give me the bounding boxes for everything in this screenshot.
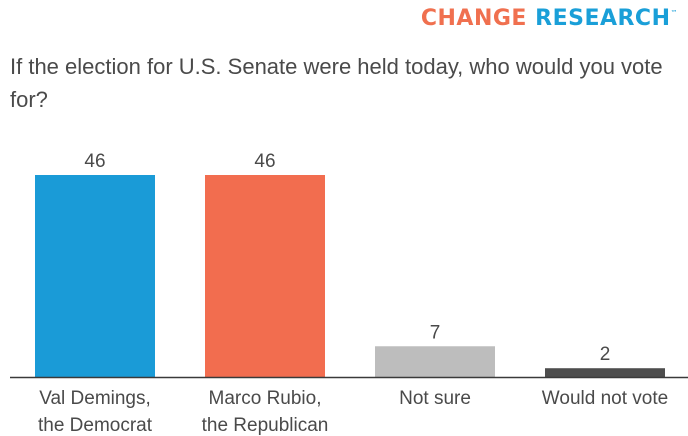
bar-2 xyxy=(375,346,495,377)
category-label-1-1: the Republican xyxy=(202,415,329,436)
bar-value-label-2: 7 xyxy=(430,322,441,343)
bar-1 xyxy=(205,175,325,377)
brand-word-change: CHANGE xyxy=(420,6,527,31)
bar-value-label-1: 46 xyxy=(254,151,275,172)
bar-value-label-0: 46 xyxy=(84,151,105,172)
category-label-0-1: the Democrat xyxy=(38,415,153,436)
bar-value-label-3: 2 xyxy=(600,344,611,365)
category-label-3-0: Would not vote xyxy=(542,388,668,409)
bar-0 xyxy=(35,175,155,377)
category-label-1-0: Marco Rubio, xyxy=(209,388,322,409)
brand-logo: CHANGE RESEARCH™ xyxy=(421,6,678,31)
chart-title: If the election for U.S. Senate were hel… xyxy=(10,54,663,112)
category-label-2-0: Not sure xyxy=(399,388,471,409)
brand-trademark: ™ xyxy=(670,9,678,17)
category-label-0-0: Val Demings, xyxy=(39,388,151,409)
bar-3 xyxy=(545,368,665,377)
brand-word-research: RESEARCH xyxy=(535,6,671,31)
